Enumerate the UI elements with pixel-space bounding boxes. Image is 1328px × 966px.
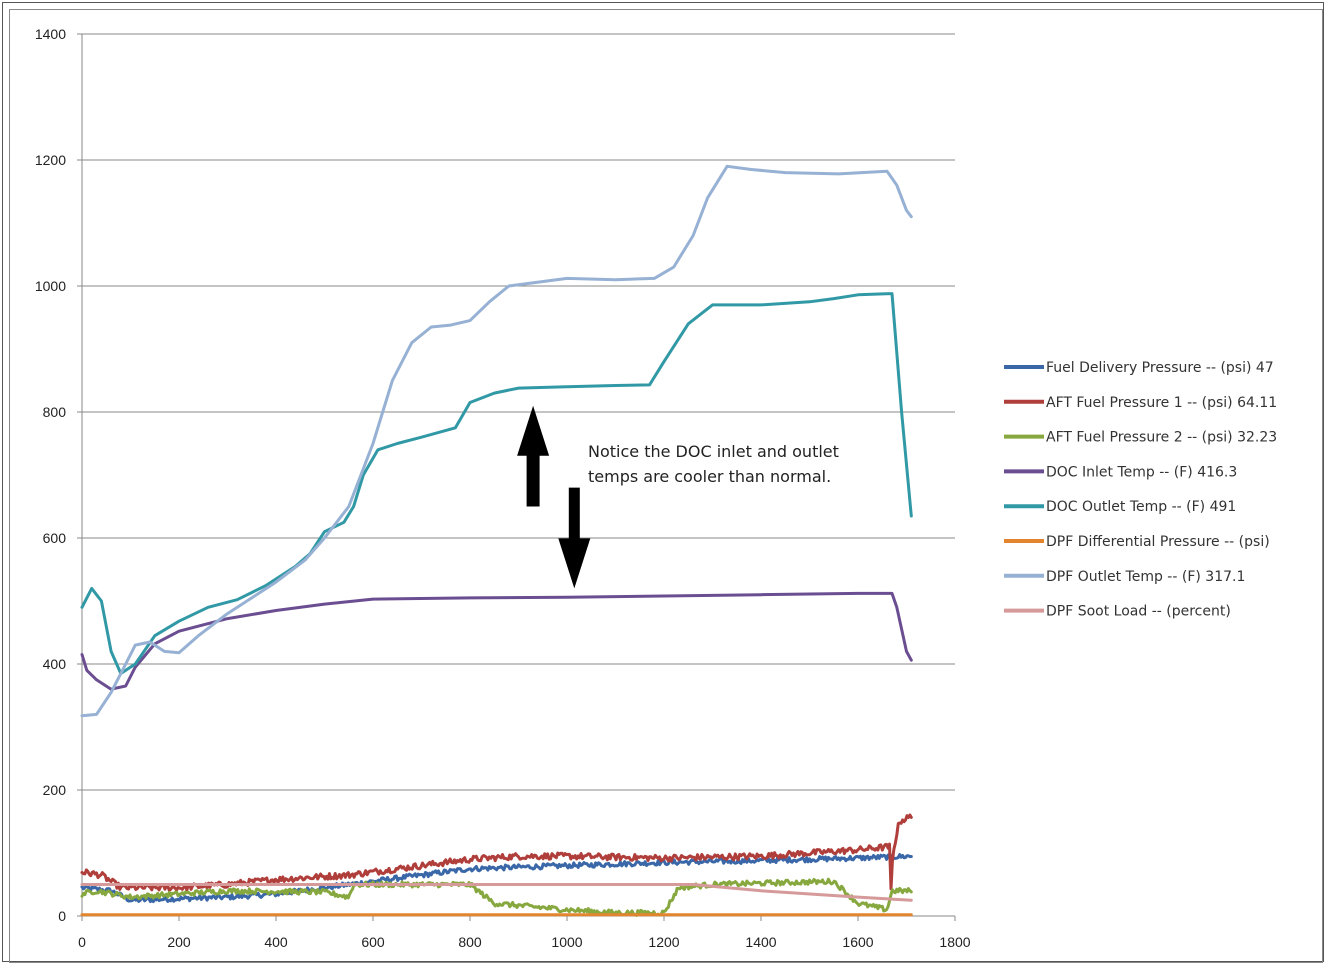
x-tick-label: 1400 xyxy=(745,934,776,950)
legend-entry-4: DOC Outlet Temp -- (F) 491 xyxy=(1046,499,1236,515)
annotation-line-2: temps are cooler than normal. xyxy=(588,467,831,486)
x-tick-label: 800 xyxy=(458,934,482,950)
legend-entry-3: DOC Inlet Temp -- (F) 416.3 xyxy=(1046,464,1237,480)
legend-entry-7: DPF Soot Load -- (percent) xyxy=(1046,604,1231,620)
series-line-1 xyxy=(80,813,913,892)
legend: Fuel Delivery Pressure -- (psi) 47 AFT Fu… xyxy=(1004,360,1277,620)
x-tick-label: 200 xyxy=(167,934,191,950)
series-line-7 xyxy=(80,883,913,902)
annotation-arrow-down xyxy=(558,487,591,589)
y-tick-label: 600 xyxy=(43,530,67,546)
y-tick-label: 800 xyxy=(43,404,67,420)
series-line-3 xyxy=(80,591,913,691)
y-tick-label: 0 xyxy=(58,908,66,924)
annotation-arrow-up xyxy=(517,405,550,507)
legend-entry-2: AFT Fuel Pressure 2 -- (psi) 32.23 xyxy=(1046,430,1277,446)
y-tick-label: 200 xyxy=(43,782,67,798)
series-line-0 xyxy=(80,852,913,904)
x-tick-label: 1800 xyxy=(939,934,970,950)
x-tick-label: 1000 xyxy=(551,934,582,950)
grid-lines xyxy=(82,33,955,791)
series-line-4 xyxy=(80,292,913,675)
y-tick-label: 1400 xyxy=(35,26,66,42)
annotation-line-1: Notice the DOC inlet and outlet xyxy=(588,442,839,461)
axes: 0 200 400 600 800 1000 1200 1400 0 200 400 600 800 10… xyxy=(35,26,971,950)
legend-entry-1: AFT Fuel Pressure 1 -- (psi) 64.11 xyxy=(1046,395,1277,411)
series-line-6 xyxy=(80,164,913,718)
x-tick-label: 400 xyxy=(264,934,288,950)
x-tick-label: 1200 xyxy=(648,934,679,950)
legend-entry-5: DPF Differential Pressure -- (psi) xyxy=(1046,534,1270,550)
y-tick-label: 400 xyxy=(43,656,67,672)
x-tick-label: 0 xyxy=(78,934,86,950)
annotation: Notice the DOC inlet and outlet temps ar… xyxy=(517,405,839,589)
x-tick-label: 600 xyxy=(361,934,385,950)
legend-entry-6: DPF Outlet Temp -- (F) 317.1 xyxy=(1046,569,1245,585)
x-tick-label: 1600 xyxy=(842,934,873,950)
legend-entry-0: Fuel Delivery Pressure -- (psi) 47 xyxy=(1046,360,1274,376)
series-layer xyxy=(80,164,913,917)
chart-inner-frame xyxy=(9,9,1323,963)
y-tick-label: 1000 xyxy=(35,278,66,294)
series-line-2 xyxy=(80,877,913,917)
y-tick-label: 1200 xyxy=(35,152,66,168)
